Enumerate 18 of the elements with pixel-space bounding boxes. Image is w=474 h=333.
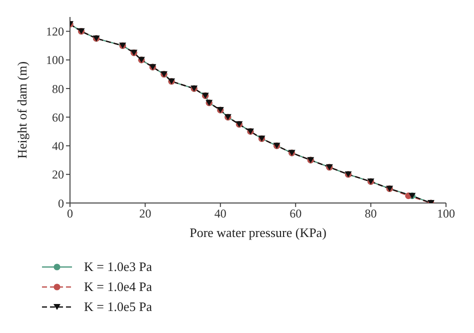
y-tick-label: 0 <box>58 196 64 210</box>
y-axis-title: Height of dam (m) <box>14 61 30 159</box>
legend-label: K = 1.0e5 Pa <box>84 299 152 315</box>
legend-label: K = 1.0e4 Pa <box>84 279 152 295</box>
y-tick-label: 100 <box>46 53 64 68</box>
x-tick-label: 80 <box>364 206 377 221</box>
legend-label: K = 1.0e3 Pa <box>84 259 152 275</box>
x-axis-title: Pore water pressure (KPa) <box>188 225 328 241</box>
x-tick-label: 100 <box>437 206 455 221</box>
y-tick-label: 80 <box>52 82 64 96</box>
x-tick-label: 0 <box>67 206 73 221</box>
x-tick-label: 40 <box>214 206 226 221</box>
y-tick-label: 40 <box>52 139 64 154</box>
x-tick-label: 20 <box>139 206 152 221</box>
y-tick-label: 60 <box>52 110 64 124</box>
x-tick-label: 60 <box>290 206 302 221</box>
y-tick-label: 120 <box>46 24 64 39</box>
y-tick-label: 20 <box>52 168 64 182</box>
